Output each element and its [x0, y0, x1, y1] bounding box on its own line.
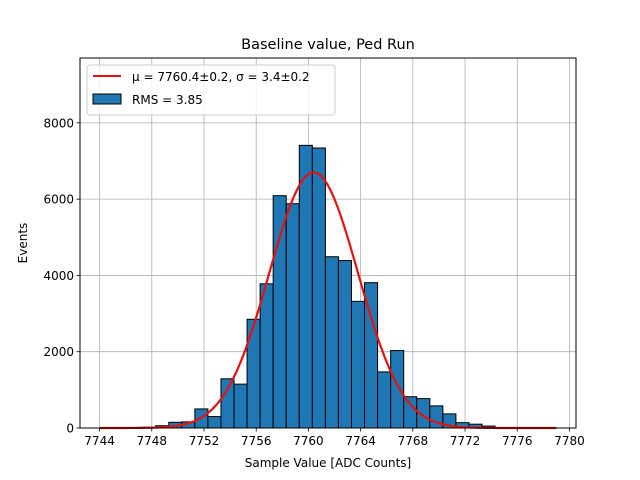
histogram-bar	[246, 318, 261, 429]
x-axis-ticks: 7744 7748 7752 7756 7760 7764 7768 7772 7776 7780	[84, 428, 585, 448]
x-axis-label: Sample Value [ADC Counts]	[245, 456, 411, 470]
y-tick-label: 8000	[43, 116, 74, 130]
y-axis-label: Events	[16, 223, 30, 264]
y-tick-label: 2000	[43, 345, 74, 359]
histogram-bar	[298, 144, 313, 429]
histogram-bar	[272, 195, 287, 429]
plot-frame	[79, 57, 577, 429]
x-tick-label: 7744	[84, 434, 115, 448]
legend: μ = 7760.4±0.2, σ = 3.4±0.2 RMS = 3.85	[86, 64, 336, 116]
x-tick-label: 7756	[241, 434, 272, 448]
x-tick-label: 7776	[502, 434, 533, 448]
y-axis-ticks: 0 2000 4000 6000 8000	[43, 116, 80, 436]
x-tick-label: 7772	[450, 434, 481, 448]
histogram-bar	[207, 416, 222, 429]
y-tick-label: 4000	[43, 269, 74, 283]
histogram-bar	[285, 203, 300, 429]
histogram-bar	[403, 396, 418, 429]
histogram-bar	[220, 378, 235, 429]
legend-fit-label: μ = 7760.4±0.2, σ = 3.4±0.2	[132, 70, 310, 84]
histogram-bar	[350, 300, 366, 429]
histogram-bar	[390, 350, 405, 429]
histogram-bar	[337, 260, 352, 429]
x-tick-label: 7760	[293, 434, 324, 448]
legend-histogram-label: RMS = 3.85	[132, 93, 203, 107]
legend-box	[86, 64, 336, 116]
legend-histogram-swatch	[92, 93, 122, 105]
x-tick-label: 7768	[398, 434, 429, 448]
histogram-bar	[377, 371, 392, 429]
y-tick-label: 0	[66, 422, 74, 436]
histogram-bars	[142, 144, 496, 429]
chart-title: Baseline value, Ped Run	[241, 37, 415, 53]
x-tick-label: 7752	[189, 434, 220, 448]
histogram-bar	[311, 147, 326, 429]
histogram-bar	[259, 283, 274, 429]
x-tick-label: 7748	[137, 434, 168, 448]
y-tick-label: 6000	[43, 193, 74, 207]
histogram-bar	[233, 383, 248, 429]
x-tick-label: 7780	[554, 434, 585, 448]
x-tick-label: 7764	[345, 434, 376, 448]
histogram-bar	[324, 256, 339, 429]
